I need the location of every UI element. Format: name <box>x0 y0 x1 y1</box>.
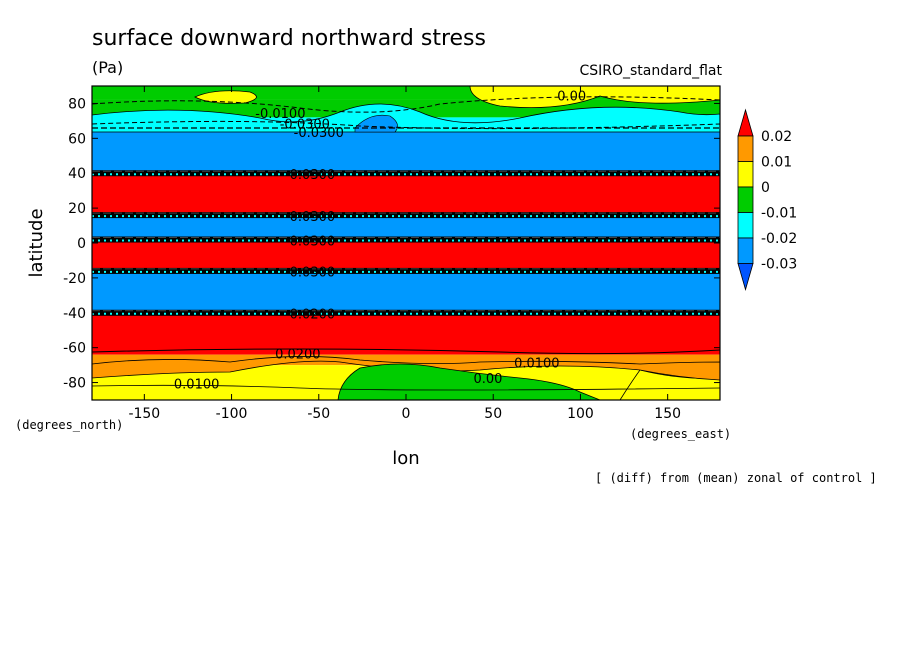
band-3 <box>92 127 720 174</box>
contour-label: -0.0300 <box>294 126 344 141</box>
colorbar-label: -0.02 <box>761 231 797 247</box>
y-tick-label: -60 <box>63 341 86 357</box>
contour-label: 0.0200 <box>275 348 321 363</box>
y-tick-label: 40 <box>68 166 86 182</box>
colorbar: 0.02 0.01 0 -0.01 -0.02 -0.03 <box>737 108 797 291</box>
y-tick-label: 20 <box>68 201 86 217</box>
model-label: CSIRO_standard_flat <box>579 63 722 79</box>
x-axis-label: lon <box>392 448 419 469</box>
band-5 <box>92 215 720 240</box>
contour-label: -0.0300 <box>285 266 335 281</box>
contour-labels: 0.00-0.0100-0.0300-0.0300-0.0300-0.0300-… <box>174 89 586 392</box>
contour-label: -0.0100 <box>255 107 305 122</box>
band-boundaries <box>92 170 720 316</box>
colorbar-arrow-bottom <box>737 263 754 291</box>
x-tick-label: -100 <box>216 406 248 422</box>
colorbar-label: -0.03 <box>761 257 797 273</box>
contour-label: -0.0300 <box>285 168 335 183</box>
y-tick-label: -20 <box>63 271 86 287</box>
band-4 <box>92 173 720 216</box>
footnote: [ (diff) from (mean) zonal of control ] <box>595 471 877 485</box>
x-units-label: (degrees_east) <box>630 427 731 441</box>
contour-label: 0.00 <box>557 89 586 104</box>
patch-green-south <box>337 363 601 401</box>
contour-line <box>91 348 721 355</box>
contour-plot: 0.00-0.0100-0.0300-0.0300-0.0300-0.0300-… <box>91 85 721 401</box>
contour-line <box>91 384 721 391</box>
contour-label: -0.0200 <box>285 308 335 323</box>
units-label: (Pa) <box>92 58 123 77</box>
x-tick-label: -150 <box>128 406 160 422</box>
y-tick-label: 80 <box>68 96 86 112</box>
colorbar-label: 0 <box>761 180 770 196</box>
colorbar-segment <box>737 237 754 264</box>
y-axis: 80 60 40 20 0 -20 -40 -60 -80 <box>63 96 720 392</box>
x-tick-label: -50 <box>307 406 330 422</box>
band-9 <box>92 354 720 366</box>
colorbar-label: -0.01 <box>761 206 797 222</box>
band-7 <box>92 270 720 313</box>
contour-label: -0.0300 <box>285 210 335 225</box>
colorbar-segment <box>737 186 754 213</box>
x-axis: -150 -100 -50 0 50 100 150 <box>128 86 681 422</box>
contour-label: 0.00 <box>474 372 503 387</box>
contour-label: 0.0100 <box>174 377 220 392</box>
x-tick-label: 150 <box>654 406 681 422</box>
patch-cyan-north <box>91 103 721 133</box>
y-tick-label: 60 <box>68 131 86 147</box>
colorbar-segment <box>737 212 754 239</box>
contour-line <box>91 120 721 130</box>
contour-label: 0.0100 <box>514 356 560 371</box>
color-bands <box>92 86 720 400</box>
y-tick-label: 0 <box>77 236 86 252</box>
colorbar-arrow-top <box>737 108 754 137</box>
colorbar-segment <box>737 161 754 188</box>
y-units-label: (degrees_north) <box>15 418 123 432</box>
y-axis-label: latitude <box>26 208 47 277</box>
contour-label: -0.0300 <box>280 117 330 132</box>
x-tick-label: 0 <box>402 406 411 422</box>
y-tick-label: -40 <box>63 306 86 322</box>
colorbar-label: 0.02 <box>761 129 792 145</box>
contour-lines <box>91 96 721 391</box>
colorbar-label: 0.01 <box>761 155 792 171</box>
contour-label: -0.0300 <box>285 234 335 249</box>
colorbar-segment <box>737 135 754 162</box>
patch-yellow-north-left <box>194 90 257 104</box>
chart-title: surface downward northward stress <box>92 26 486 51</box>
band-8 <box>92 312 720 355</box>
x-tick-label: 50 <box>484 406 502 422</box>
x-tick-label: 100 <box>567 406 594 422</box>
contour-line <box>91 96 721 113</box>
band-6 <box>92 239 720 271</box>
y-tick-label: -80 <box>63 376 86 392</box>
